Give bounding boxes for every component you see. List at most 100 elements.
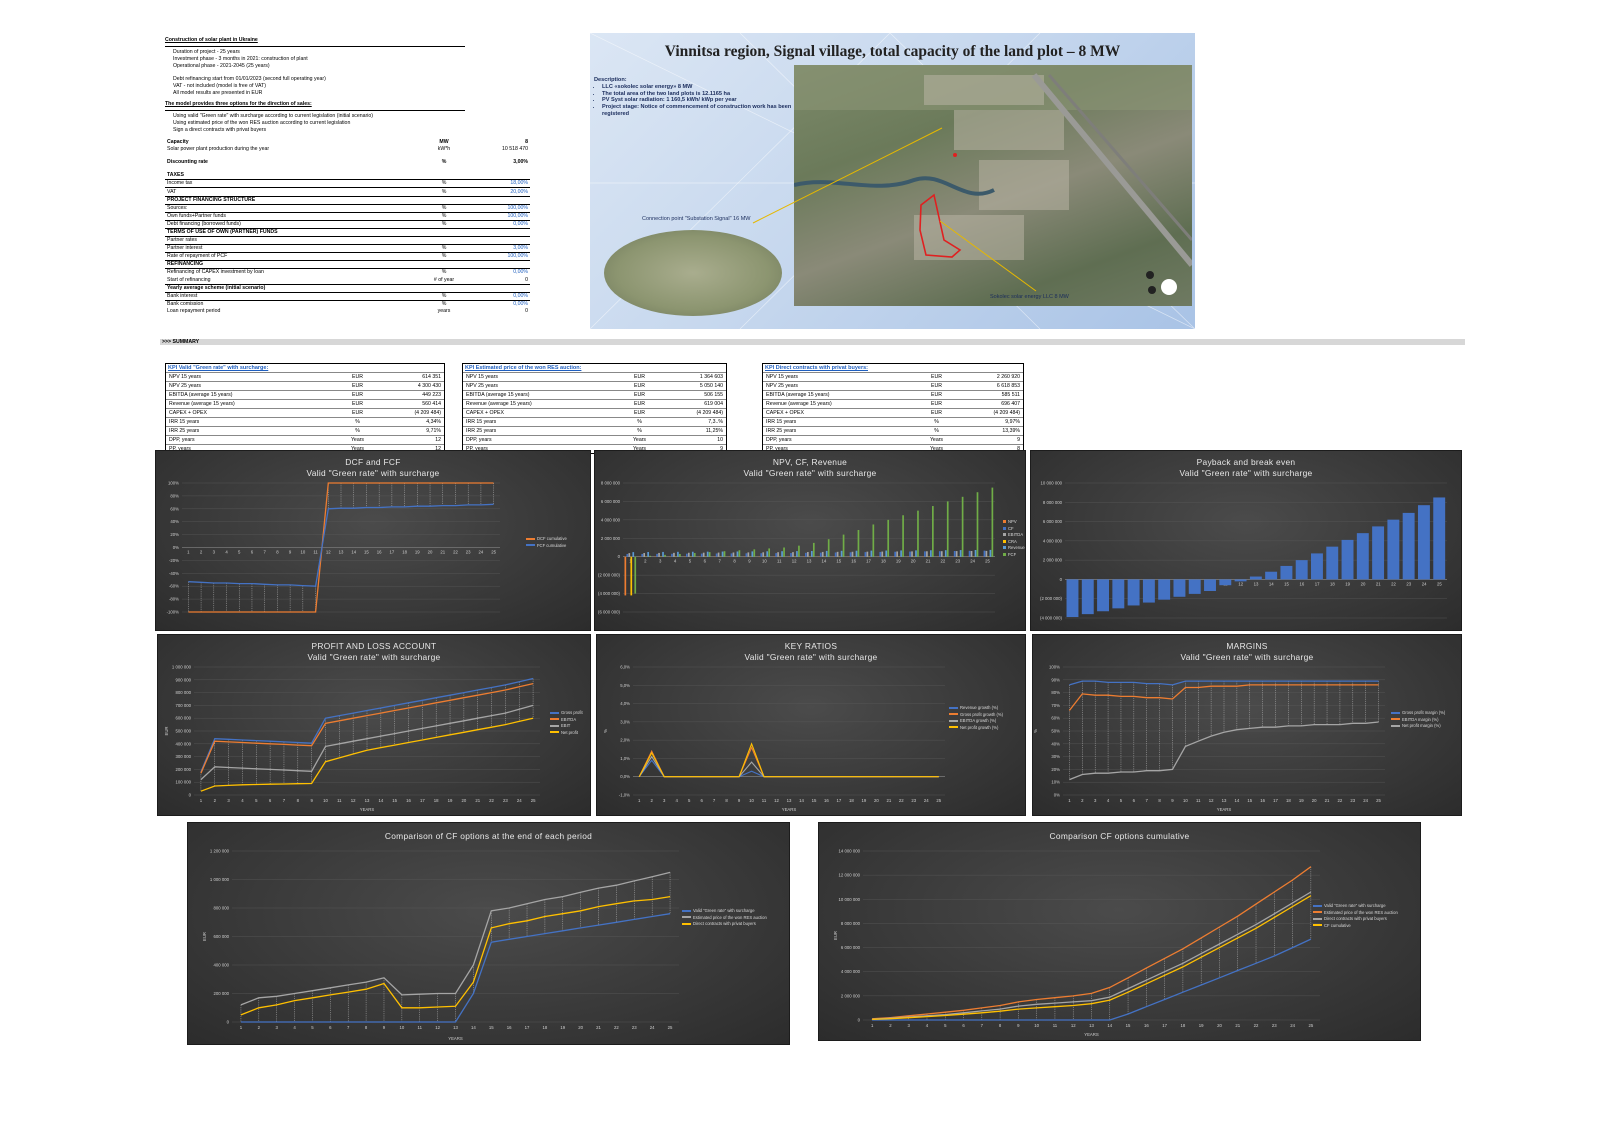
y-tick-label: 80% [170, 493, 179, 498]
y-tick-label: 4 000 000 [601, 517, 621, 522]
y-tick-label: 8 000 000 [601, 481, 621, 486]
param-value: 3,00% [466, 244, 530, 253]
kpi-green-rate: KPI Valid "Green rate" with surcharge: NP… [165, 363, 445, 454]
kpi-row: CAPEX + OPEX EUR (4 209 484) [463, 408, 726, 418]
param-unit: % [422, 291, 466, 301]
bar [632, 552, 635, 557]
chart-subtitle: Valid "Green rate" with surcharge [307, 652, 441, 662]
param-label: Refinancing of CAPEX investment by loan [165, 268, 422, 277]
chart-canvas: 1 200 000 1 000 000 800 000 600 000 400 000 2… [202, 849, 679, 1041]
legend-label: Direct contracts with privat buyers [693, 921, 756, 926]
kpi-row: CAPEX + OPEX EUR (4 209 484) [166, 408, 444, 418]
x-tick-label: 4 [675, 798, 678, 803]
y-tick-label: 4 000 000 [1043, 538, 1063, 543]
y-tick-label: 90% [1051, 677, 1060, 682]
param-value: 100,00% [466, 252, 530, 261]
x-tick-label: 24 [924, 798, 929, 803]
kpi-value: 9,97% [962, 417, 1023, 427]
kpi-unit: EUR [911, 408, 962, 418]
x-tick-label: 1 [1068, 798, 1071, 803]
x-tick-label: 12 [1238, 581, 1243, 586]
bar [976, 492, 979, 557]
y-tick-label: 0 [858, 1018, 861, 1023]
legend-label: Valid "Green rate" with surcharge [1324, 903, 1386, 908]
chart-subtitle: Valid "Green rate" with surcharge [1180, 652, 1314, 662]
param-row: PROJECT FINANCING STRUCTURE [165, 195, 530, 205]
chart-title: PROFIT AND LOSS ACCOUNT [311, 641, 437, 651]
y-tick-label: 5,0% [620, 683, 630, 688]
param-unit [422, 195, 466, 205]
bar [909, 551, 911, 557]
param-value: 0,00% [466, 219, 530, 229]
kpi-label: Revenue (average 15 years) [166, 399, 332, 409]
x-tick-label: 15 [836, 559, 841, 564]
y-tick-label: 60% [170, 506, 179, 511]
kpi-value: 585 511 [962, 390, 1023, 400]
x-tick-label: 23 [632, 1025, 637, 1030]
y-tick-label: -100% [167, 610, 180, 615]
bar [961, 496, 964, 557]
legend-entry: Revenue growth (%) [949, 705, 1003, 712]
x-tick-label: 15 [489, 1025, 494, 1030]
x-tick-label: 16 [406, 798, 411, 803]
x-tick-label: 9 [289, 550, 292, 555]
bar [643, 553, 646, 557]
x-tick-label: 1 [187, 550, 190, 555]
kpi-value: 614 351 [383, 372, 444, 382]
y-tick-label: 10% [1051, 780, 1060, 785]
x-tick-label: 8 [365, 1025, 368, 1030]
y-tick-label: 2 000 000 [1043, 558, 1063, 563]
globe-icon[interactable] [1161, 279, 1177, 295]
legend-swatch [949, 726, 958, 729]
x-tick-label: 21 [440, 550, 445, 555]
kpi-label: NPV 15 years [166, 372, 332, 382]
x-tick-label: 22 [899, 798, 904, 803]
kpi-value: 4,34% [383, 417, 444, 427]
x-tick-label: 11 [1053, 1023, 1058, 1028]
kpi-row: Revenue (average 15 years) EUR 560 414 [166, 399, 444, 409]
bar [1356, 533, 1369, 580]
x-tick-label: 22 [1391, 581, 1396, 586]
x-tick-label: 20 [428, 550, 433, 555]
kpi-unit: Years [332, 435, 383, 445]
description-header: Description: [594, 77, 627, 83]
chart-title: NPV, CF, Revenue [772, 457, 848, 467]
x-tick-label: 19 [1199, 1023, 1204, 1028]
legend-entry: EBITDA growth (%) [949, 718, 1003, 725]
kpi-value: 11,25% [665, 426, 726, 436]
kpi-row: IRR 25 years% 11,25% [463, 426, 726, 436]
param-label: Start of refinancing [167, 276, 211, 283]
x-tick-label: 11 [418, 1025, 423, 1030]
x-tick-label: 20 [1312, 798, 1317, 803]
x-tick-label: 14 [378, 798, 383, 803]
x-tick-label: 5 [688, 798, 691, 803]
bar [1402, 512, 1415, 580]
y-tick-label: 1 200 000 [210, 849, 230, 854]
bar [864, 552, 867, 557]
y-tick-label: 70% [1051, 703, 1060, 708]
y-tick-label: 10 000 000 [838, 897, 860, 902]
bar [825, 550, 828, 557]
series-line [200, 677, 534, 773]
x-tick-label: 21 [596, 1025, 601, 1030]
kpi-label: Revenue (average 15 years) [463, 399, 614, 409]
y-tick-label: -80% [169, 597, 179, 602]
x-tick-label: 16 [851, 559, 856, 564]
description-item: LLC «sokolec solar energy» 8 MW [602, 84, 794, 91]
param-value: 0,00% [466, 299, 530, 308]
kpi-unit: EUR [614, 381, 665, 391]
legend-entry: Gross profit margin (%) [1391, 710, 1445, 717]
satellite-map [793, 65, 1195, 306]
kpi-value: 9 [962, 435, 1023, 445]
param-unit: % [422, 244, 466, 253]
y-tick-label: -1,0% [619, 793, 630, 798]
x-tick-label: 3 [213, 550, 216, 555]
param-row: Discounting rate% 3,00% [165, 159, 530, 166]
bar [1097, 579, 1110, 612]
legend-entry: Valid "Green rate" with surcharge [682, 908, 767, 915]
bar [821, 551, 824, 557]
legend-swatch [1313, 917, 1322, 920]
param-row: Sources:% 100,00% [165, 203, 530, 213]
x-tick-label: 8 [725, 798, 728, 803]
x-tick-label: 18 [849, 798, 854, 803]
